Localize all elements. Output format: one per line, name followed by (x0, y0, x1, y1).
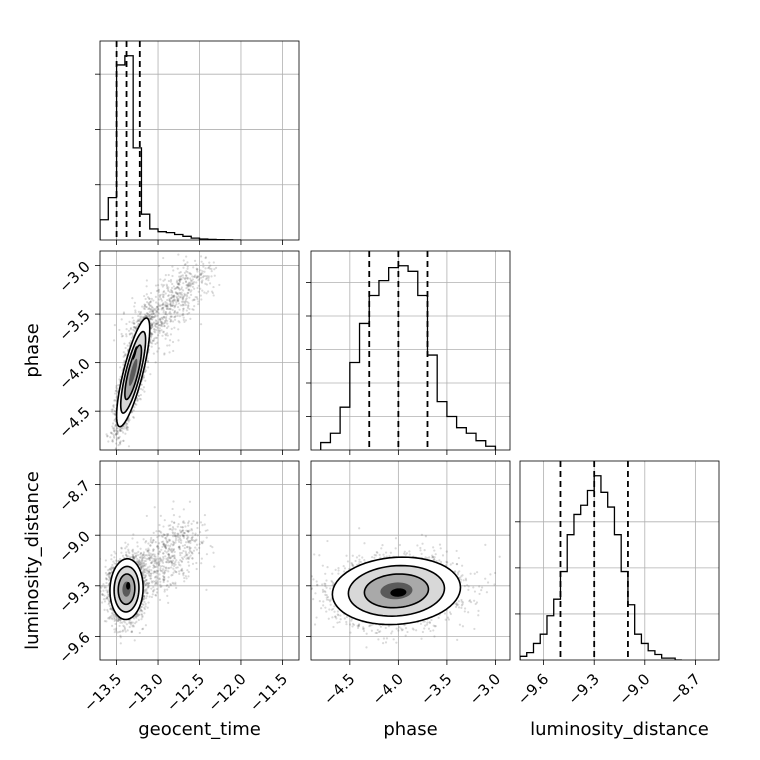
histogram-step (520, 475, 682, 660)
panel-frame (310, 250, 511, 451)
y-tick-label: −4.0 (55, 355, 93, 393)
panel-frame (99, 250, 300, 451)
x-tick-label: −4.0 (369, 670, 407, 708)
scatter-geocent_time-vs-phase: −4.5 −4.0 −3.5 −3.0 (55, 250, 300, 455)
y-tick-label: −9.0 (55, 527, 93, 565)
histogram-step (100, 55, 241, 240)
y-tick-label: −3.0 (55, 258, 93, 296)
density-contour (129, 358, 138, 386)
histogram-luminosity_distance: −9.6 −9.3 −9.0 −8.7 (514, 460, 720, 709)
density-peak (132, 346, 137, 360)
x-axis-label-phase: phase (383, 719, 437, 740)
panel-frame (310, 460, 511, 661)
x-tick-label: −8.7 (666, 670, 704, 708)
y-tick-label: −9.3 (55, 578, 93, 616)
x-tick-label: −12.5 (163, 670, 208, 715)
x-tick-label: −13.0 (122, 670, 167, 715)
histogram-step (320, 265, 497, 450)
density-peak (390, 588, 407, 597)
x-tick-label: −9.0 (615, 670, 653, 708)
x-tick-label: −4.5 (320, 670, 358, 708)
x-tick-label: −12.0 (204, 670, 249, 715)
x-axis-label-geocent_time: geocent_time (138, 719, 261, 740)
histogram-phase (306, 250, 511, 455)
panel-frame (519, 460, 720, 661)
x-tick-label: −3.0 (466, 670, 504, 708)
x-tick-label: −11.5 (246, 670, 291, 715)
panel-frame (99, 40, 300, 241)
scatter-geocent_time-vs-luminosity_distance: −13.5−13.0−12.5−12.0−11.5 −9.6 −9.3 −9.0 −8.… (55, 460, 300, 715)
density-peak (126, 582, 131, 590)
y-tick-label: −9.6 (55, 628, 93, 666)
x-tick-label: −13.5 (80, 670, 125, 715)
scatter-phase-vs-luminosity_distance: −4.5 −4.0 −3.5 −3.0 (306, 460, 511, 709)
panel-frame (99, 460, 300, 661)
x-axis-label-luminosity_distance: luminosity_distance (530, 719, 709, 740)
y-tick-label: −3.5 (55, 306, 93, 344)
histogram-geocent_time (95, 40, 300, 245)
x-tick-label: −9.3 (564, 670, 602, 708)
y-tick-label: −4.5 (55, 403, 93, 441)
y-tick-label: −8.7 (55, 477, 93, 515)
y-axis-label-luminosity_distance: luminosity_distance (22, 471, 43, 650)
y-axis-label-phase: phase (22, 323, 43, 377)
x-tick-label: −9.6 (514, 670, 552, 708)
x-tick-label: −3.5 (417, 670, 455, 708)
